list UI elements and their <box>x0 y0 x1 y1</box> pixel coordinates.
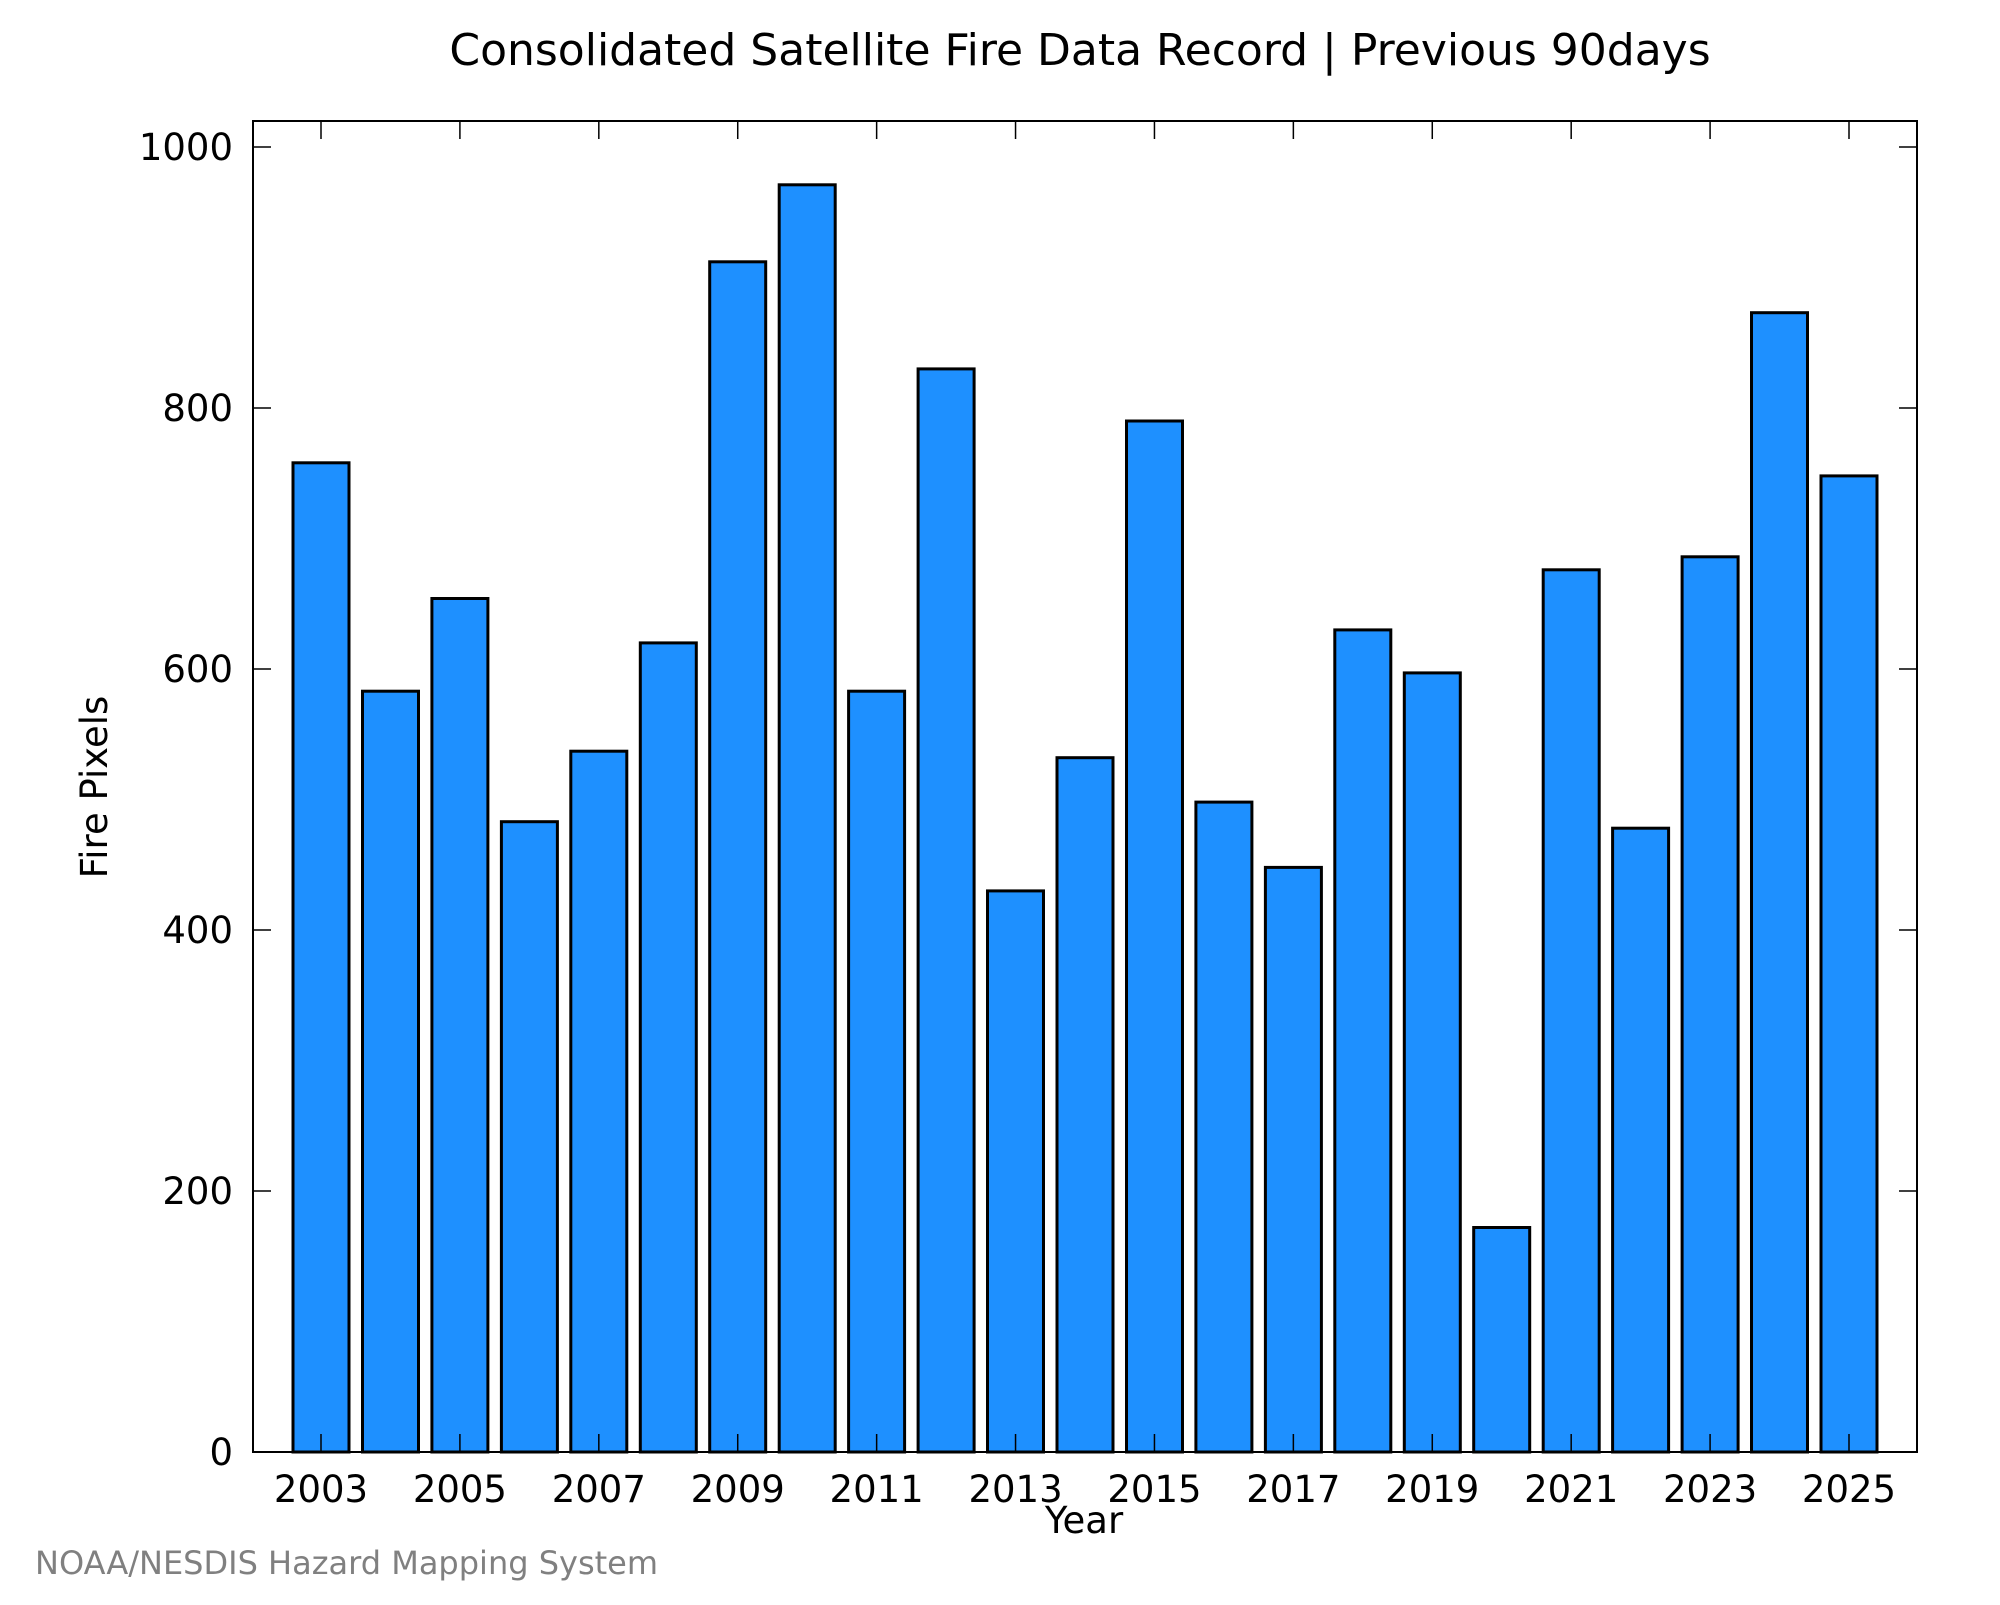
y-tick-label: 200 <box>162 1170 233 1213</box>
y-tick-label: 1000 <box>139 126 233 169</box>
bar-2021 <box>1541 568 1601 1454</box>
x-tick-label: 2025 <box>1802 1468 1896 1511</box>
x-tick-labels: 2003 2005 2007 2009 2011 2013 2015 2017 2019 2021… <box>274 1468 1896 1511</box>
x-tick-label: 2023 <box>1663 1468 1757 1511</box>
x-tick-label: 2007 <box>552 1468 646 1511</box>
bar-2024 <box>1750 311 1809 1454</box>
x-tick-label: 2003 <box>274 1468 368 1511</box>
bar-2011 <box>847 689 907 1454</box>
y-tick-label: 0 <box>209 1431 233 1474</box>
bar-2017 <box>1263 865 1323 1454</box>
x-tick-label: 2011 <box>830 1468 924 1511</box>
x-tick-label: 2019 <box>1385 1468 1479 1511</box>
bar-2022 <box>1611 826 1671 1454</box>
bar-2018 <box>1333 628 1393 1454</box>
y-tick-label: 400 <box>162 909 233 952</box>
bar-2010 <box>777 183 837 1454</box>
plot-frame <box>252 120 1918 1453</box>
y-tick-label: 800 <box>162 387 233 430</box>
bar-2014 <box>1055 756 1115 1454</box>
y-axis-title: Fire Pixels <box>73 696 116 879</box>
bars-group <box>291 183 1879 1454</box>
x-tick-label: 2015 <box>1107 1468 1201 1511</box>
y-tick-labels: 0 200 400 600 800 1000 <box>139 126 233 1474</box>
bar-2013 <box>986 889 1045 1454</box>
bar-2019 <box>1402 671 1462 1454</box>
x-tick-label: 2009 <box>691 1468 785 1511</box>
bar-2020 <box>1472 1226 1532 1454</box>
x-tick-label: 2013 <box>968 1468 1062 1511</box>
x-tick-label: 2021 <box>1524 1468 1618 1511</box>
bar-2006 <box>499 820 559 1454</box>
bar-2003 <box>291 461 351 1454</box>
x-tick-label: 2017 <box>1246 1468 1340 1511</box>
bar-2008 <box>638 641 698 1454</box>
bar-2015 <box>1125 419 1184 1454</box>
bar-2023 <box>1680 555 1740 1454</box>
y-tick-label: 600 <box>162 648 233 691</box>
x-axis-title: Year <box>1044 1499 1124 1542</box>
chart-title: Consolidated Satellite Fire Data Record … <box>449 25 1710 76</box>
credit-text: NOAA/NESDIS Hazard Mapping System <box>35 1544 658 1582</box>
bar-2016 <box>1194 800 1254 1454</box>
bar-2005 <box>430 597 490 1454</box>
x-tick-label: 2005 <box>413 1468 507 1511</box>
bar-2009 <box>708 260 768 1454</box>
bar-2025 <box>1819 474 1879 1454</box>
bar-2012 <box>916 367 976 1454</box>
bar-2007 <box>569 749 629 1454</box>
bar-2004 <box>361 689 420 1454</box>
